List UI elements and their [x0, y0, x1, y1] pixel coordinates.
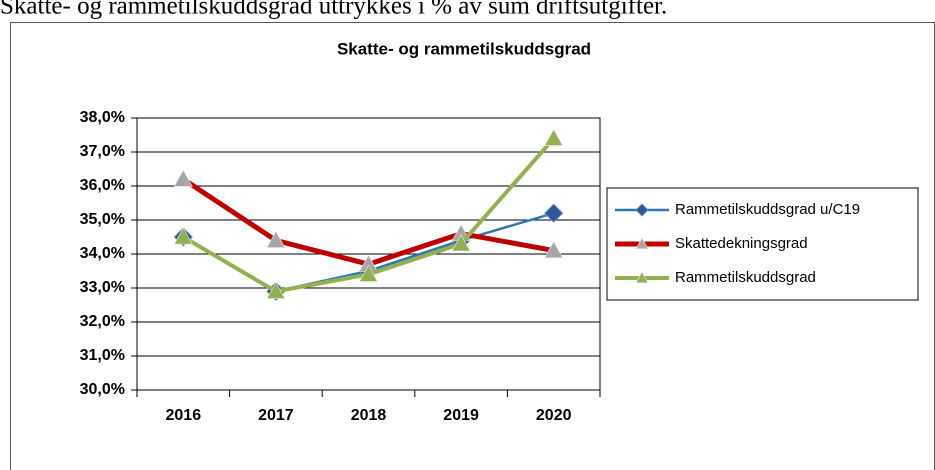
x-tick-label: 2018 [351, 407, 387, 424]
marker [173, 169, 193, 187]
marker [544, 240, 564, 259]
y-tick-label: 37,0% [80, 143, 125, 160]
marker [173, 227, 193, 245]
marker [635, 271, 649, 284]
legend-label: Skattedekningsgrad [675, 235, 808, 252]
chart-title: Skatte- og rammetilskuddsgrad [337, 39, 591, 58]
x-tick-label: 2020 [536, 407, 572, 424]
y-tick-label: 31,0% [80, 347, 125, 364]
x-tick-label: 2016 [166, 407, 202, 424]
x-tick-label: 2019 [443, 407, 479, 424]
marker [451, 234, 471, 252]
y-tick-label: 36,0% [80, 177, 125, 194]
marker [544, 128, 564, 146]
marker [635, 203, 649, 217]
y-tick-label: 34,0% [80, 245, 125, 262]
y-tick-label: 30,0% [80, 381, 125, 398]
marker [266, 281, 286, 299]
marker [266, 230, 286, 248]
marker [544, 203, 564, 223]
marker [635, 237, 649, 250]
caption: Skatte- og rammetilskuddsgrad uttrykkes … [0, 0, 667, 20]
legend-label: Rammetilskuddsgrad [675, 269, 816, 286]
y-tick-label: 35,0% [80, 211, 125, 228]
y-tick-label: 32,0% [80, 313, 125, 330]
legend-label: Rammetilskuddsgrad u/C19 [675, 201, 860, 218]
marker [358, 264, 379, 282]
y-tick-label: 33,0% [80, 279, 125, 296]
y-tick-label: 38,0% [80, 109, 125, 126]
x-tick-label: 2017 [258, 407, 294, 424]
